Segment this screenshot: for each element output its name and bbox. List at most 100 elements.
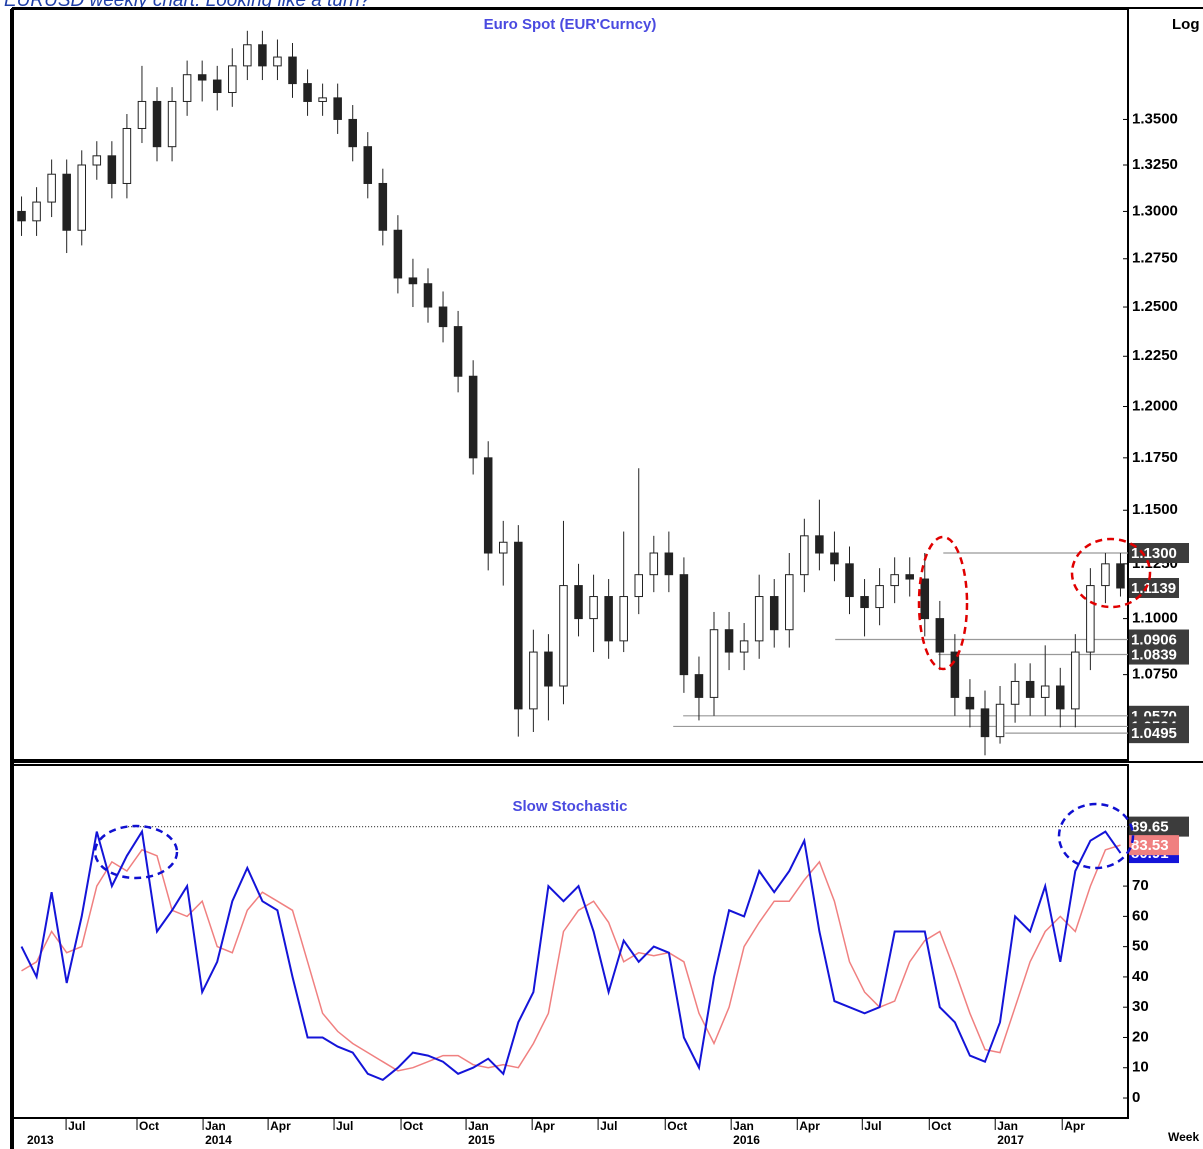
y-tick-label: 0 xyxy=(1132,1089,1140,1106)
candle-body xyxy=(890,574,899,587)
candle-body xyxy=(544,651,553,687)
candle-body xyxy=(212,79,222,94)
candle-body xyxy=(1055,685,1065,710)
price-frame xyxy=(11,8,1129,761)
x-tick-label: Oct xyxy=(403,1119,423,1133)
candle-body xyxy=(273,56,282,67)
y-tick-label: 20 xyxy=(1132,1028,1149,1045)
candle-body xyxy=(167,100,177,148)
candle-body xyxy=(589,596,598,620)
candle-body xyxy=(498,541,508,554)
candle-body xyxy=(393,229,403,279)
candle-body xyxy=(604,596,613,642)
candle-body xyxy=(559,585,568,687)
candle-body xyxy=(574,585,583,620)
x-tick-label: Jul xyxy=(68,1119,85,1133)
candle-body xyxy=(483,457,493,554)
candle-body xyxy=(1071,651,1080,710)
x-tick-label: Apr xyxy=(799,1119,820,1133)
candle-body xyxy=(815,535,824,554)
candle-body xyxy=(453,326,463,377)
year-label: 2013 xyxy=(27,1133,54,1147)
x-tick-label: Jul xyxy=(600,1119,617,1133)
x-tick-label: Jan xyxy=(733,1119,754,1133)
candle-body xyxy=(800,535,809,576)
candle-body xyxy=(1040,685,1050,698)
candle-body xyxy=(724,629,734,653)
candle-body xyxy=(137,100,147,129)
candle-body xyxy=(830,552,839,565)
candle-body xyxy=(950,651,960,698)
last-value-label: 83.53 xyxy=(1131,837,1169,854)
level-label: 1.0495 xyxy=(1131,725,1177,742)
y-tick-label: 40 xyxy=(1132,968,1149,985)
x-tick-label: Apr xyxy=(270,1119,291,1133)
year-label: 2017 xyxy=(997,1133,1024,1147)
y-tick-label: 1.2750 xyxy=(1132,250,1178,267)
candle-body xyxy=(303,83,312,102)
y-tick-label: 1.1500 xyxy=(1132,501,1178,518)
candle-body xyxy=(649,552,659,576)
last-value-box xyxy=(1129,577,1179,598)
candle-body xyxy=(679,574,689,676)
x-tick-label: Jul xyxy=(864,1119,881,1133)
x-unit-label: Week xyxy=(1168,1130,1199,1144)
y-tick-label: 60 xyxy=(1132,907,1149,924)
stoch-line xyxy=(21,844,1121,1072)
stoch-title: Slow Stochastic xyxy=(512,798,627,815)
candle-body xyxy=(243,44,252,67)
candle-body xyxy=(333,97,342,120)
x-tick-label: Oct xyxy=(667,1119,687,1133)
candle-body xyxy=(769,596,779,631)
candle-body xyxy=(709,629,719,698)
y-tick-label: 1.0750 xyxy=(1132,666,1178,683)
y-tick-label: 1.3250 xyxy=(1132,156,1178,173)
candle-body xyxy=(438,306,448,328)
candle-body xyxy=(62,173,71,231)
candle-body xyxy=(288,56,297,85)
blue-ellipse xyxy=(93,824,179,880)
level-label: 1.0839 xyxy=(1131,647,1177,664)
candle-body xyxy=(197,74,207,81)
candle-body xyxy=(529,651,538,710)
y-tick-label: 50 xyxy=(1132,938,1149,955)
candle-body xyxy=(107,155,117,184)
level-box xyxy=(1129,816,1189,837)
candle-body xyxy=(363,146,373,184)
x-tick-label: Jan xyxy=(997,1119,1018,1133)
candle-body xyxy=(875,585,884,609)
x-tick-label: Apr xyxy=(534,1119,555,1133)
level-box xyxy=(1129,723,1189,744)
candle-body xyxy=(514,541,523,710)
y-tick-label: 10 xyxy=(1132,1059,1149,1076)
x-tick-label: Jul xyxy=(336,1119,353,1133)
candle-body xyxy=(318,97,327,102)
stoch-frame xyxy=(11,764,1129,1119)
candle-body xyxy=(935,618,945,653)
marks: 1.3500 1.3250 1.3000 1.2750 1.2500 1.2250 1.20… xyxy=(17,30,1189,1147)
candle-body xyxy=(182,74,192,102)
candle-body xyxy=(694,674,704,698)
red-ellipse xyxy=(917,535,969,671)
candle-body xyxy=(1086,585,1095,653)
candle-body xyxy=(47,173,56,203)
candle-body xyxy=(92,155,102,166)
blue-ellipse xyxy=(1057,802,1135,870)
candle-body xyxy=(378,182,388,231)
candle-body xyxy=(228,65,237,94)
level-box xyxy=(1129,629,1189,650)
x-tick-label: Oct xyxy=(931,1119,951,1133)
candle-body xyxy=(754,596,764,642)
x-tick-label: Apr xyxy=(1064,1119,1085,1133)
candle-body xyxy=(1116,563,1125,589)
candle-body xyxy=(664,552,674,576)
log-label: Log xyxy=(1172,16,1200,33)
y-tick-label: 70 xyxy=(1132,877,1149,894)
x-tick-label: Jan xyxy=(205,1119,226,1133)
candle-body xyxy=(258,44,267,67)
level-box xyxy=(1129,543,1189,564)
year-label: 2016 xyxy=(733,1133,760,1147)
candle-body xyxy=(995,703,1005,738)
candle-body xyxy=(17,210,26,222)
